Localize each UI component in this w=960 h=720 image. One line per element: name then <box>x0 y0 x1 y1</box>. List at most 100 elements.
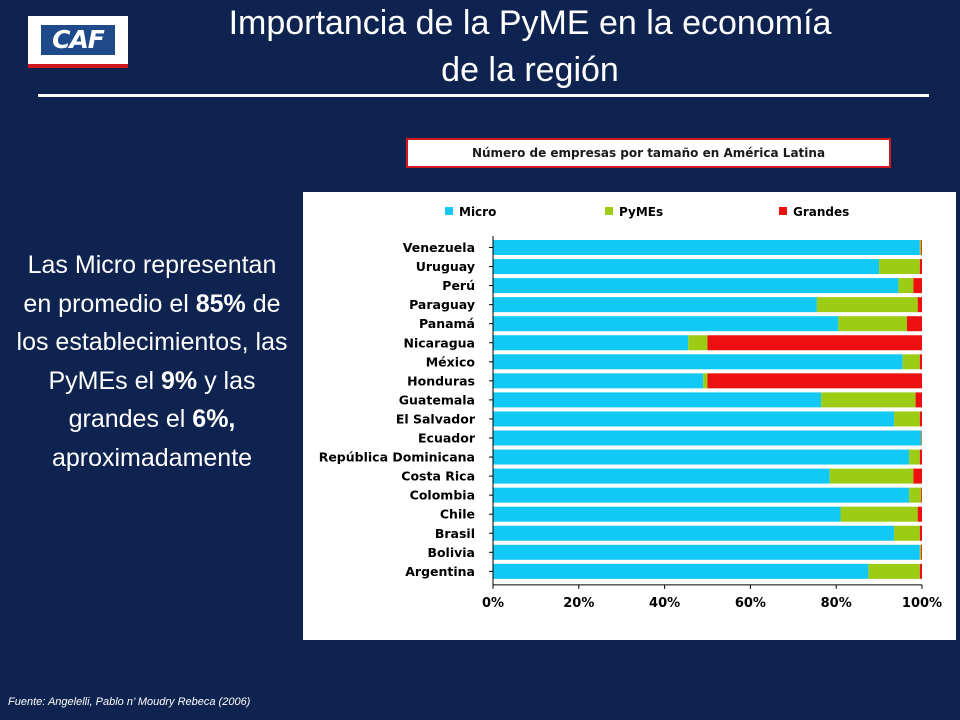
bar-pymes-guatemala <box>821 392 916 408</box>
x-tick-label-2: 40% <box>649 596 680 611</box>
bar-grandes-panamá <box>906 316 922 332</box>
bar-grandes-paraguay <box>917 297 922 313</box>
page-title-line1: Importancia de la PyME en la economía <box>228 4 832 42</box>
title-divider <box>38 94 929 97</box>
category-label-república-dominicana: República Dominicana <box>319 450 475 465</box>
caf-logo-text: CAF <box>41 25 115 55</box>
category-label-chile: Chile <box>440 507 475 522</box>
bar-micro-brasil <box>493 525 895 541</box>
category-label-el-salvador: El Salvador <box>396 411 476 426</box>
bar-micro-el-salvador <box>493 411 895 427</box>
caf-logo-bar <box>28 64 128 68</box>
bar-pymes-argentina <box>868 563 920 579</box>
summary-part2: de los establecimientos, las PyMEs el <box>16 289 288 395</box>
bar-pymes-república-dominicana <box>909 449 920 465</box>
bar-grandes-chile <box>917 506 922 522</box>
stacked-bar-chart: Micro PyMEs Grandes Venezuela Uruguay Perú Par… <box>319 205 942 611</box>
bar-grandes-brasil <box>919 525 922 541</box>
bar-grandes-uruguay <box>919 259 922 275</box>
bar-grandes-bolivia <box>921 544 922 560</box>
bar-micro-república-dominicana <box>493 449 910 465</box>
category-label-costa-rica: Costa Rica <box>401 469 475 484</box>
bar-micro-uruguay <box>493 259 880 275</box>
x-tick-label-0: 0% <box>482 596 504 611</box>
bar-micro-colombia <box>493 487 910 503</box>
bar-micro-bolivia <box>493 544 920 560</box>
chart-title: Número de empresas por tamaño en América… <box>406 138 891 168</box>
bar-grandes-venezuela <box>921 240 922 255</box>
bar-micro-paraguay <box>493 297 817 313</box>
summary-part4: aproximadamente <box>51 443 253 472</box>
bar-micro-chile <box>493 506 841 522</box>
page-title: Importancia de la PyME en la economía de… <box>150 0 910 94</box>
category-label-colombia: Colombia <box>410 488 475 503</box>
summary-micro-pct: 85% <box>195 289 246 318</box>
caf-logo: CAF <box>28 16 128 68</box>
bar-pymes-perú <box>898 278 914 294</box>
bar-grandes-argentina <box>919 563 922 579</box>
legend-swatch-micro <box>445 207 453 215</box>
bar-grandes-honduras <box>707 373 922 389</box>
bar-grandes-guatemala <box>915 392 922 408</box>
bar-micro-nicaragua <box>493 335 689 351</box>
category-label-guatemala: Guatemala <box>399 392 475 407</box>
bar-pymes-méxico <box>902 354 920 370</box>
legend-label-pymes: PyMEs <box>619 205 663 219</box>
bar-pymes-paraguay <box>816 297 918 313</box>
x-tick-label-3: 60% <box>735 596 766 611</box>
bar-pymes-colombia <box>909 487 922 503</box>
bar-grandes-el-salvador <box>919 411 922 427</box>
bar-micro-venezuela <box>493 240 920 255</box>
bar-pymes-uruguay <box>879 259 920 275</box>
bar-micro-perú <box>493 278 899 294</box>
summary-part3: y las grandes el <box>68 366 256 434</box>
page-title-line2: de la región <box>441 51 619 89</box>
x-tick-label-1: 20% <box>563 596 594 611</box>
category-label-panamá: Panamá <box>419 316 475 331</box>
bar-grandes-república-dominicana <box>919 449 922 465</box>
summary-text: Las Micro representan en promedio el 85%… <box>12 246 292 477</box>
bar-micro-ecuador <box>493 430 922 446</box>
bar-micro-méxico <box>493 354 903 370</box>
bar-pymes-venezuela <box>919 240 922 255</box>
category-label-paraguay: Paraguay <box>409 297 475 312</box>
source-note: Fuente: Angelelli, Pablo n’ Moudry Rebec… <box>8 696 251 708</box>
legend-swatch-grandes <box>779 207 787 215</box>
bar-micro-panamá <box>493 316 839 332</box>
summary-part1: Las Micro representan en promedio el <box>23 251 277 318</box>
x-tick-label-5: 100% <box>902 596 942 611</box>
bar-pymes-brasil <box>894 525 920 541</box>
bar-micro-honduras <box>493 373 704 389</box>
bar-pymes-nicaragua <box>688 335 708 351</box>
category-label-ecuador: Ecuador <box>418 431 476 446</box>
bar-pymes-chile <box>840 506 918 522</box>
category-label-nicaragua: Nicaragua <box>404 335 475 350</box>
category-label-uruguay: Uruguay <box>416 259 475 274</box>
category-label-méxico: México <box>426 354 476 369</box>
category-label-honduras: Honduras <box>407 373 475 388</box>
legend-label-micro: Micro <box>459 205 496 219</box>
chart-panel: Micro PyMEs Grandes Venezuela Uruguay Perú Par… <box>303 192 956 640</box>
bar-micro-argentina <box>493 563 869 579</box>
category-label-brasil: Brasil <box>435 526 475 541</box>
bar-micro-guatemala <box>493 392 822 408</box>
x-tick-label-4: 80% <box>821 596 852 611</box>
bar-pymes-el-salvador <box>894 411 920 427</box>
bar-grandes-perú <box>913 278 922 294</box>
legend-swatch-pymes <box>605 207 613 215</box>
bar-pymes-bolivia <box>919 544 922 560</box>
bar-micro-costa-rica <box>493 468 830 484</box>
legend-label-grandes: Grandes <box>793 205 849 219</box>
bar-grandes-nicaragua <box>707 335 922 351</box>
bar-grandes-colombia <box>921 487 922 503</box>
category-label-bolivia: Bolivia <box>427 545 475 560</box>
bar-grandes-méxico <box>919 354 922 370</box>
category-label-argentina: Argentina <box>405 564 475 579</box>
summary-grandes-pct: 6%, <box>192 405 236 433</box>
bar-pymes-honduras <box>703 373 708 389</box>
category-label-venezuela: Venezuela <box>403 240 475 255</box>
category-label-perú: Perú <box>442 278 475 293</box>
bar-grandes-costa-rica <box>913 468 922 484</box>
summary-pymes-pct: 9% <box>161 366 198 395</box>
bar-pymes-panamá <box>838 316 907 332</box>
